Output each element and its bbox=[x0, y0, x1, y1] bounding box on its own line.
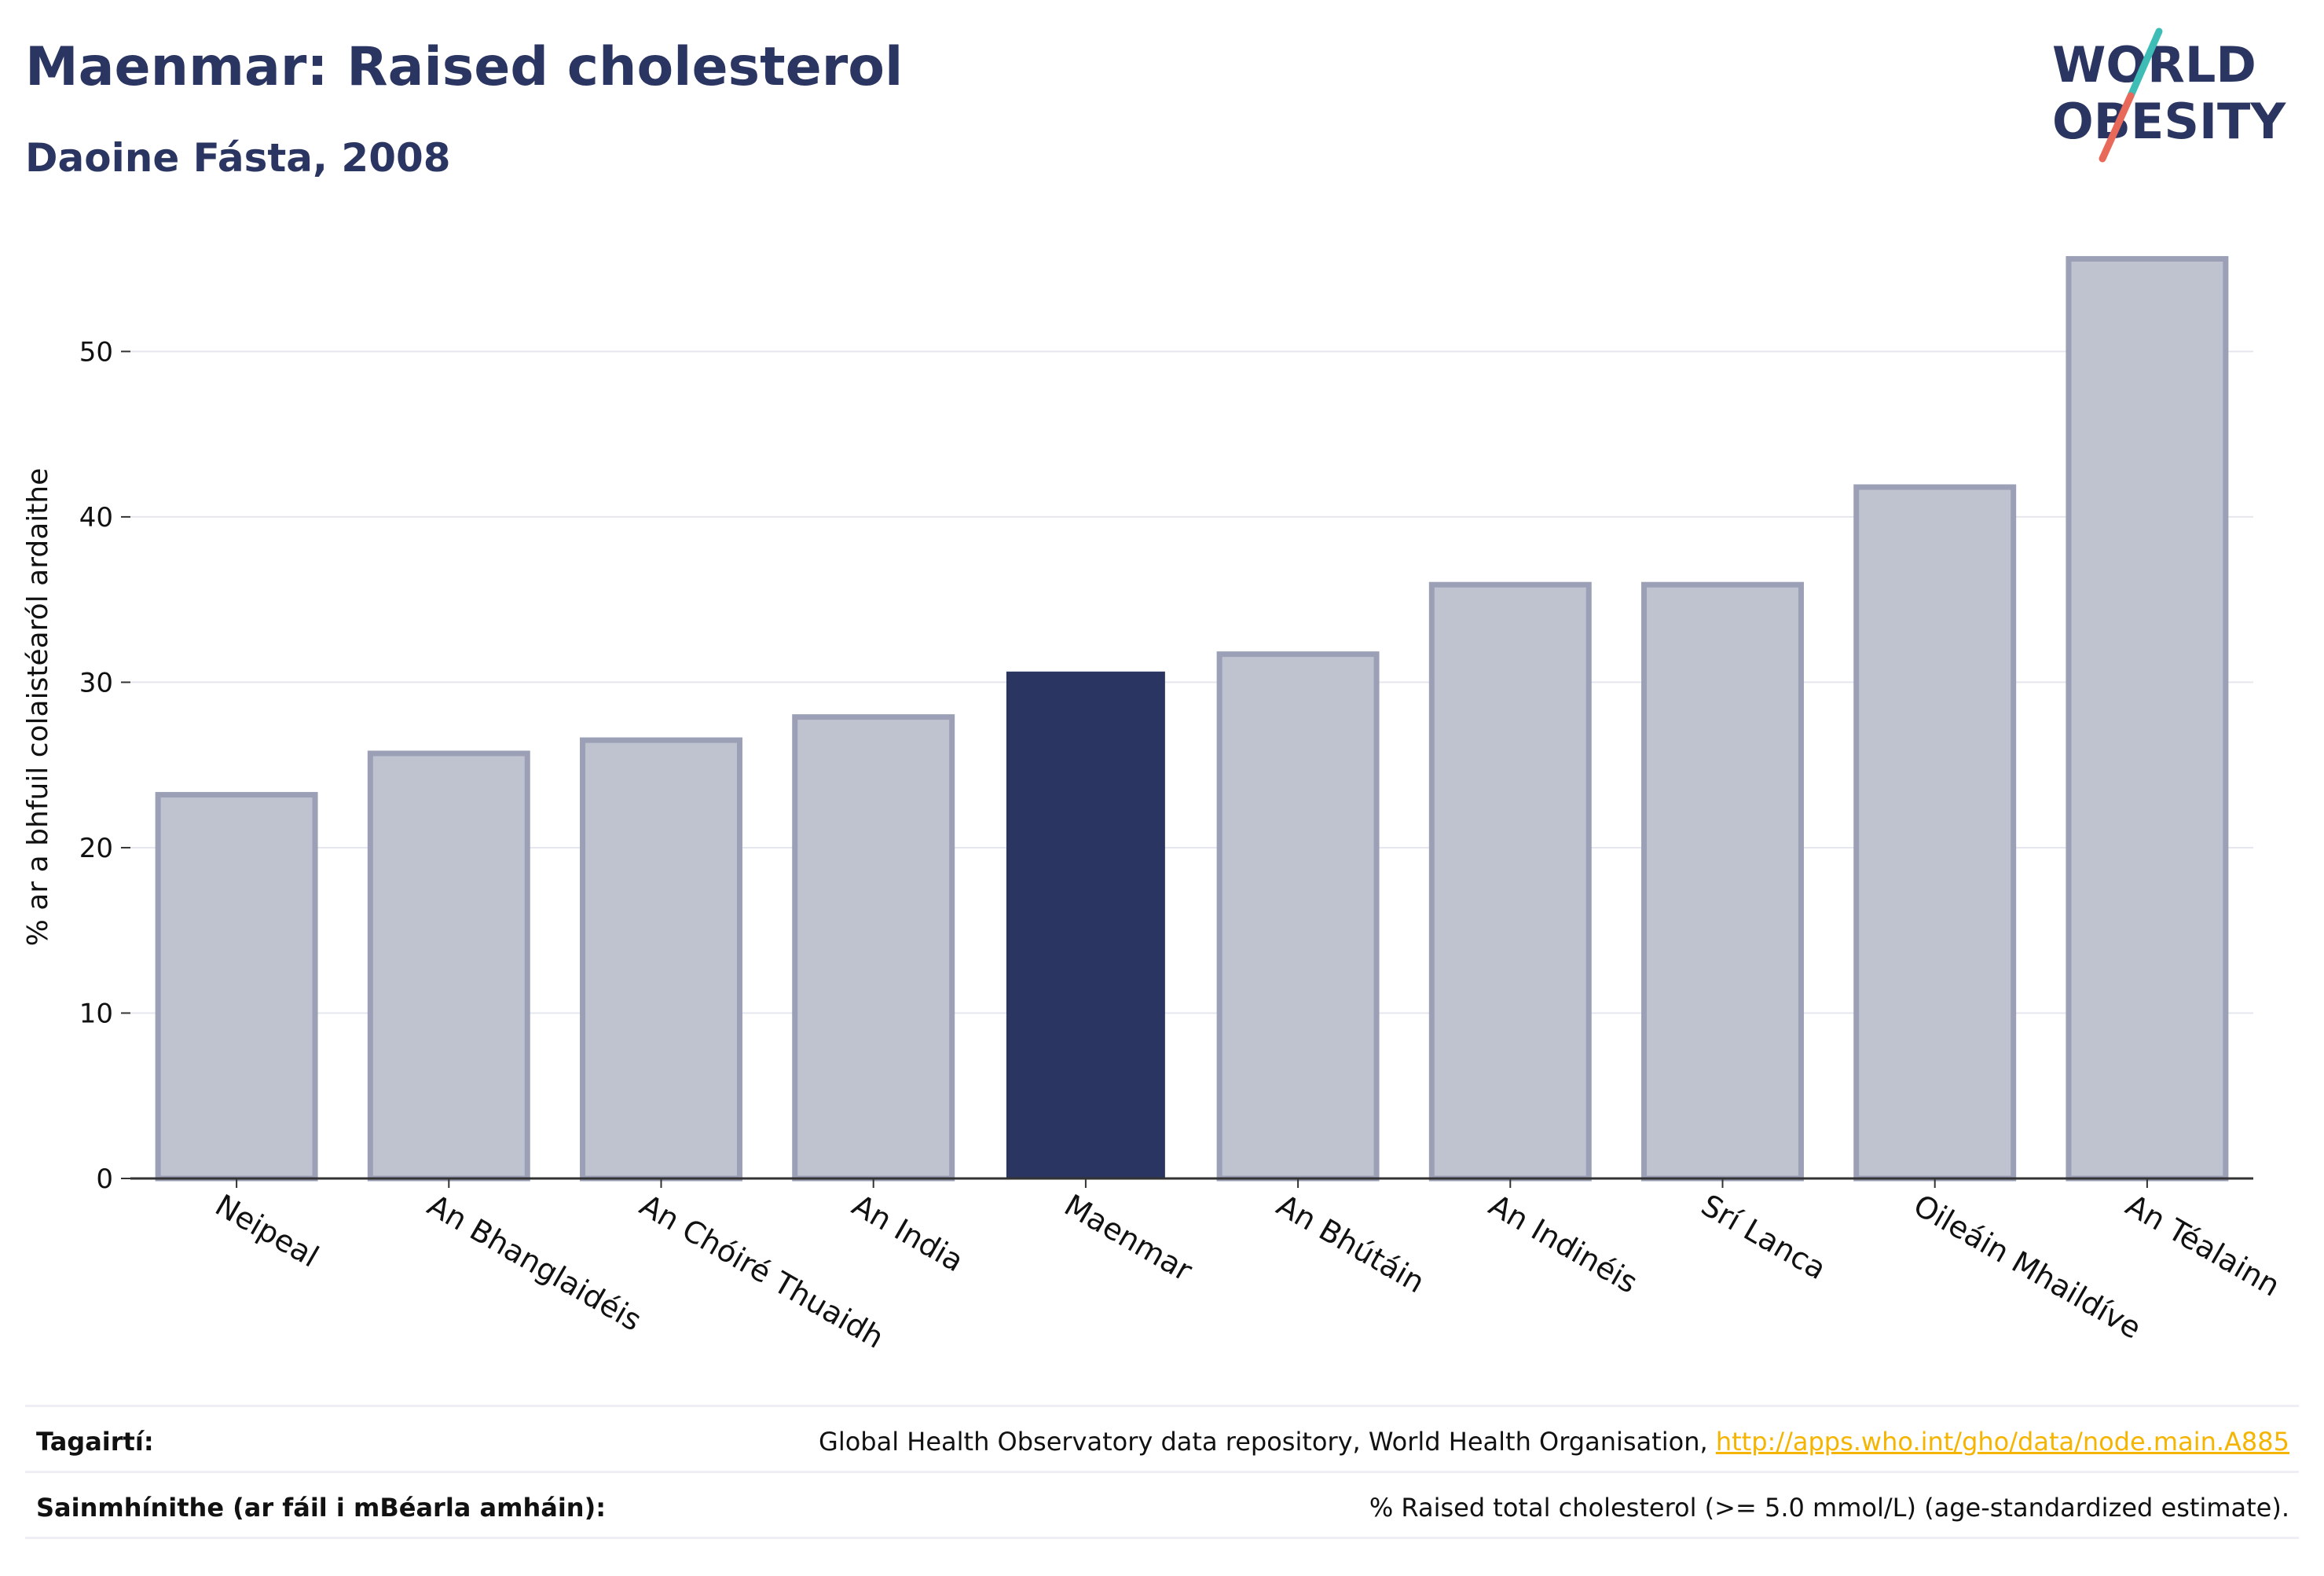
logo-slash-bottom bbox=[2099, 92, 2135, 163]
y-tick-label: 10 bbox=[79, 998, 113, 1029]
y-tick-label: 40 bbox=[79, 502, 113, 533]
bar bbox=[1641, 581, 1804, 1182]
bar bbox=[2066, 255, 2229, 1182]
x-tick-label: An Bhútáin bbox=[1271, 1188, 1431, 1300]
bar bbox=[792, 714, 955, 1182]
definitions-label: Sainmhínithe (ar fáil i mBéarla amháin): bbox=[36, 1493, 606, 1523]
world-obesity-logo: WORLD OBESITY bbox=[2052, 27, 2286, 163]
x-tick-label: An Indinéis bbox=[1483, 1188, 1644, 1300]
bar bbox=[1216, 651, 1380, 1182]
x-tick-label: Neipeal bbox=[210, 1188, 324, 1274]
bar bbox=[580, 737, 742, 1182]
x-tick-label: An Bhanglaidéis bbox=[422, 1188, 647, 1338]
y-axis-ticks: 0 10 20 30 40 50 bbox=[79, 336, 130, 1195]
references-text: Global Health Observatory data repositor… bbox=[819, 1427, 1716, 1457]
references-value: Global Health Observatory data repositor… bbox=[819, 1427, 2289, 1457]
footer-divider-top bbox=[25, 1405, 2299, 1407]
x-tick-label: An Téalainn bbox=[2120, 1188, 2286, 1303]
y-axis-label: % ar a bhfuil colaistéaról ardaithe bbox=[22, 468, 54, 947]
chart-title: Maenmar: Raised cholesterol bbox=[25, 36, 904, 98]
bar bbox=[1428, 581, 1592, 1182]
y-tick-label: 30 bbox=[79, 667, 113, 698]
x-tick-label: Srí Lanca bbox=[1695, 1188, 1832, 1287]
logo-slash-top bbox=[2127, 27, 2163, 100]
references-link[interactable]: http://apps.who.int/gho/data/node.main.A… bbox=[1715, 1427, 2289, 1457]
y-tick-label: 50 bbox=[79, 336, 113, 368]
bar bbox=[367, 750, 530, 1182]
bar bbox=[1853, 484, 2017, 1182]
x-tick-label: Maenmar bbox=[1058, 1188, 1198, 1288]
definitions-value: % Raised total cholesterol (>= 5.0 mmol/… bbox=[1369, 1493, 2289, 1523]
y-tick-label: 20 bbox=[79, 833, 113, 864]
footer-divider-bottom bbox=[25, 1537, 2299, 1539]
x-tick-label: Oileáin Mhaildíve bbox=[1908, 1188, 2147, 1346]
bars bbox=[155, 255, 2229, 1182]
bar bbox=[155, 792, 318, 1182]
footer-divider-middle bbox=[25, 1471, 2299, 1473]
chart-subtitle: Daoine Fásta, 2008 bbox=[25, 135, 451, 181]
logo-text-obesity: OBESITY bbox=[2052, 93, 2286, 150]
y-tick-label: 0 bbox=[96, 1164, 113, 1195]
references-label: Tagairtí: bbox=[36, 1427, 154, 1457]
bar-highlighted bbox=[1006, 671, 1165, 1179]
x-tick-label: An India bbox=[846, 1188, 970, 1279]
